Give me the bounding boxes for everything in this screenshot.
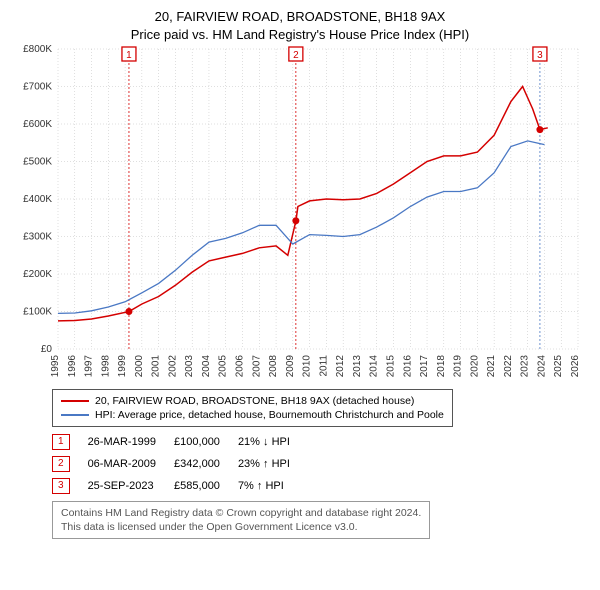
legend-label: 20, FAIRVIEW ROAD, BROADSTONE, BH18 9AX … (95, 395, 414, 407)
x-tick-label: 2003 (184, 355, 195, 378)
x-tick-label: 2008 (268, 355, 279, 378)
x-tick-label: 2009 (285, 355, 296, 378)
x-tick-label: 2022 (503, 355, 514, 378)
sale-date: 06-MAR-2009 (88, 453, 174, 475)
x-tick-label: 2026 (570, 355, 581, 378)
x-tick-label: 2007 (251, 355, 262, 378)
sale-marker-ref: 3 (52, 478, 70, 494)
x-tick-label: 2000 (134, 355, 145, 378)
x-tick-label: 1997 (84, 355, 95, 378)
chart-area: £0 £100K £200K £300K £400K £500K £600K £700K £80… (10, 43, 590, 383)
line-chart: £0 £100K £200K £300K £400K £500K £600K £700K £80… (10, 43, 590, 383)
x-tick-label: 2025 (553, 355, 564, 378)
legend: 20, FAIRVIEW ROAD, BROADSTONE, BH18 9AX … (52, 389, 453, 427)
sale-point (536, 126, 543, 133)
sale-point (292, 217, 299, 224)
sale-delta: 23% ↑ HPI (238, 453, 308, 475)
x-tick-label: 2023 (520, 355, 531, 378)
legend-item: 20, FAIRVIEW ROAD, BROADSTONE, BH18 9AX … (61, 394, 444, 408)
legend-swatch (61, 414, 89, 416)
sale-marker-ref: 2 (52, 456, 70, 472)
attribution-footer: Contains HM Land Registry data © Crown c… (52, 501, 430, 539)
legend-label: HPI: Average price, detached house, Bour… (95, 409, 444, 421)
x-tick-label: 2006 (235, 355, 246, 378)
y-tick-label: £300K (23, 232, 52, 243)
x-tick-label: 2002 (167, 355, 178, 378)
x-tick-label: 2018 (436, 355, 447, 378)
x-tick-label: 2015 (385, 355, 396, 378)
chart-title: 20, FAIRVIEW ROAD, BROADSTONE, BH18 9AX … (10, 8, 590, 43)
sale-point (125, 308, 132, 315)
x-tick-label: 2010 (302, 355, 313, 378)
x-tick-label: 1998 (100, 355, 111, 378)
legend-item: HPI: Average price, detached house, Bour… (61, 408, 444, 422)
x-tick-label: 2004 (201, 355, 212, 378)
y-tick-label: £600K (23, 119, 52, 130)
x-tick-label: 2017 (419, 355, 430, 378)
x-tick-label: 2021 (486, 355, 497, 378)
footer-line-1: Contains HM Land Registry data © Crown c… (61, 507, 421, 519)
sale-date: 26-MAR-1999 (88, 431, 174, 453)
series-property (58, 87, 548, 321)
x-tick-label: 2001 (151, 355, 162, 378)
x-tick-label: 1996 (67, 355, 78, 378)
x-tick-label: 2014 (369, 355, 380, 378)
y-tick-label: £200K (23, 269, 52, 280)
sale-price: £342,000 (174, 453, 238, 475)
y-tick-label: £800K (23, 44, 52, 55)
x-tick-label: 2019 (453, 355, 464, 378)
footer-line-2: This data is licensed under the Open Gov… (61, 521, 358, 533)
series-hpi (58, 141, 545, 314)
x-tick-label: 2011 (318, 355, 329, 377)
x-tick-label: 1999 (117, 355, 128, 378)
x-tick-label: 2024 (536, 355, 547, 378)
y-tick-label: £700K (23, 82, 52, 93)
y-tick-label: £0 (41, 344, 53, 355)
x-tick-label: 1995 (50, 355, 61, 378)
table-row: 1 26-MAR-1999£100,00021% ↓ HPI (52, 431, 308, 453)
y-tick-label: £100K (23, 307, 52, 318)
sale-price: £585,000 (174, 475, 238, 497)
sale-date: 25-SEP-2023 (88, 475, 174, 497)
y-tick-label: £500K (23, 157, 52, 168)
legend-swatch (61, 400, 89, 402)
sale-marker-ref: 1 (52, 434, 70, 450)
title-line-1: 20, FAIRVIEW ROAD, BROADSTONE, BH18 9AX (10, 8, 590, 26)
x-tick-label: 2020 (469, 355, 480, 378)
sale-marker-number: 2 (293, 50, 299, 61)
x-tick-label: 2005 (218, 355, 229, 378)
x-tick-label: 2012 (335, 355, 346, 378)
y-tick-label: £400K (23, 194, 52, 205)
table-row: 2 06-MAR-2009£342,00023% ↑ HPI (52, 453, 308, 475)
sale-delta: 7% ↑ HPI (238, 475, 308, 497)
sale-price: £100,000 (174, 431, 238, 453)
table-row: 3 25-SEP-2023£585,0007% ↑ HPI (52, 475, 308, 497)
x-tick-label: 2016 (402, 355, 413, 378)
x-tick-label: 2013 (352, 355, 363, 378)
title-line-2: Price paid vs. HM Land Registry's House … (10, 26, 590, 44)
sale-delta: 21% ↓ HPI (238, 431, 308, 453)
sale-marker-number: 3 (537, 50, 543, 61)
sale-marker-number: 1 (126, 50, 132, 61)
sales-table: 1 26-MAR-1999£100,00021% ↓ HPI 2 06-MAR-200… (52, 431, 308, 497)
